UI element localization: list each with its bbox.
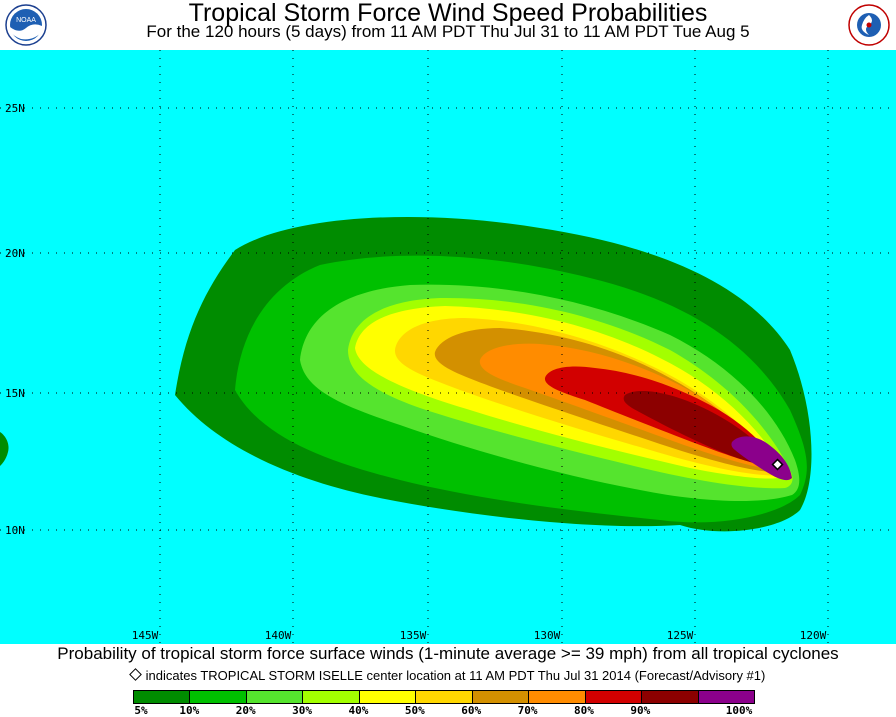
legend-swatch bbox=[642, 691, 699, 703]
noaa-logo-icon: NOAA bbox=[5, 4, 47, 46]
svg-text:NOAA: NOAA bbox=[16, 17, 36, 24]
west-edge-contour bbox=[0, 432, 9, 466]
legend-label: 80% bbox=[573, 704, 594, 717]
legend-swatch bbox=[303, 691, 360, 703]
legend-label: 10% bbox=[179, 704, 200, 717]
legend-swatch bbox=[359, 691, 417, 703]
footer: Probability of tropical storm force surf… bbox=[0, 644, 896, 717]
legend-label: 100% bbox=[725, 704, 753, 717]
legend-swatch bbox=[416, 691, 473, 703]
lat-label-25n: 25N bbox=[5, 102, 25, 115]
legend-label: 20% bbox=[235, 704, 256, 717]
marker-note: indicates TROPICAL STORM ISELLE center l… bbox=[0, 668, 896, 684]
lon-label-145w: 145W bbox=[132, 629, 159, 642]
legend-label: 70% bbox=[517, 704, 538, 717]
page-title: Tropical Storm Force Wind Speed Probabil… bbox=[188, 0, 708, 27]
legend-swatch bbox=[698, 691, 754, 703]
legend-label: 50% bbox=[404, 704, 425, 717]
legend-labels: 5% 10% 20% 30% 40% 50% 60% 70% 80% 90% 100% bbox=[0, 704, 896, 717]
legend-label: 90% bbox=[630, 704, 651, 717]
nws-logo-icon bbox=[848, 4, 890, 46]
legend-label: 60% bbox=[461, 704, 482, 717]
legend-label: 30% bbox=[292, 704, 313, 717]
diamond-icon bbox=[128, 668, 142, 681]
legend-swatch bbox=[246, 691, 304, 703]
marker-note-text: indicates TROPICAL STORM ISELLE center l… bbox=[145, 668, 766, 683]
lon-label-125w: 125W bbox=[667, 629, 694, 642]
legend-color-bar bbox=[133, 690, 755, 704]
lon-label-140w: 140W bbox=[265, 629, 292, 642]
lon-label-120w: 120W bbox=[800, 629, 827, 642]
legend-swatch bbox=[472, 691, 530, 703]
header: NOAA Tropical Storm Force Wind Speed Pro… bbox=[0, 0, 896, 50]
legend-swatch bbox=[585, 691, 643, 703]
legend-label: 5% bbox=[134, 704, 148, 717]
lat-label-20n: 20N bbox=[5, 247, 25, 260]
legend-label: 40% bbox=[348, 704, 369, 717]
lon-label-135w: 135W bbox=[400, 629, 427, 642]
diamond-marker-icon bbox=[771, 458, 784, 471]
legend-swatch bbox=[190, 691, 247, 703]
lon-label-130w: 130W bbox=[534, 629, 561, 642]
page-subtitle: For the 120 hours (5 days) from 11 AM PD… bbox=[146, 22, 750, 41]
latitude-gridlines bbox=[0, 107, 896, 531]
probability-map: 25N 20N 15N 10N 145W 140W 135W 130W 125W… bbox=[0, 50, 896, 644]
lat-label-10n: 10N bbox=[5, 524, 25, 537]
legend-swatch bbox=[529, 691, 586, 703]
longitude-gridlines bbox=[159, 50, 829, 644]
lat-label-15n: 15N bbox=[5, 387, 25, 400]
legend-swatch bbox=[134, 691, 191, 703]
map-caption: Probability of tropical storm force surf… bbox=[57, 644, 839, 663]
